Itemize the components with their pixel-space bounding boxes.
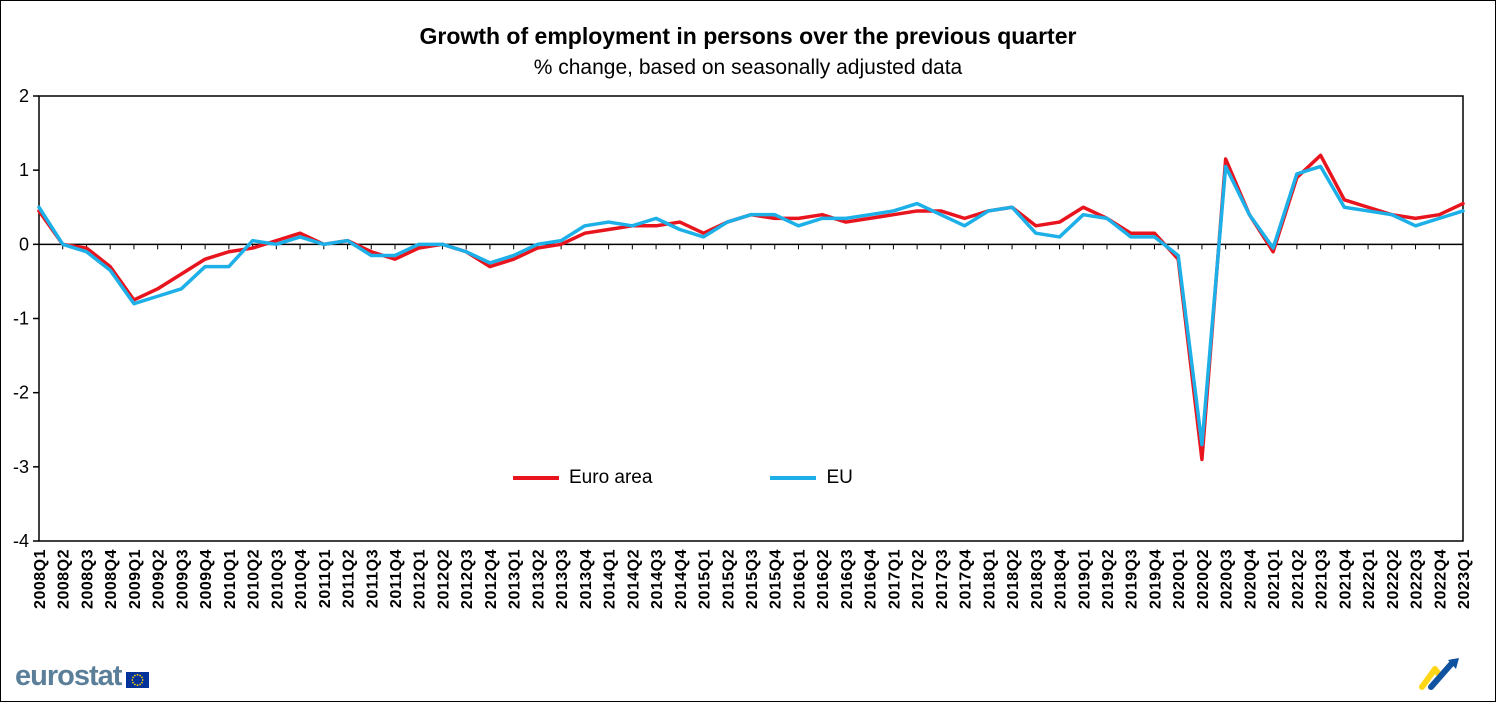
svg-text:2021Q3: 2021Q3 (1314, 549, 1331, 609)
svg-text:2021Q4: 2021Q4 (1337, 549, 1354, 609)
svg-text:2018Q4: 2018Q4 (1053, 549, 1070, 609)
svg-text:2009Q3: 2009Q3 (174, 549, 191, 609)
svg-text:2008Q4: 2008Q4 (103, 549, 120, 609)
svg-text:-3: -3 (13, 457, 29, 477)
svg-text:2017Q2: 2017Q2 (910, 549, 927, 609)
eurostat-logo: eurostat (15, 660, 150, 692)
svg-text:2011Q4: 2011Q4 (388, 549, 405, 608)
svg-text:2019Q4: 2019Q4 (1147, 549, 1164, 609)
svg-text:2008Q1: 2008Q1 (32, 549, 49, 609)
legend-label-eu: EU (826, 467, 853, 488)
svg-text:2: 2 (19, 86, 29, 106)
svg-text:2015Q4: 2015Q4 (768, 549, 785, 609)
svg-text:2010Q2: 2010Q2 (246, 549, 263, 609)
svg-text:2018Q1: 2018Q1 (981, 549, 998, 609)
svg-text:2021Q1: 2021Q1 (1266, 549, 1283, 609)
svg-text:2009Q4: 2009Q4 (198, 549, 215, 609)
svg-text:2009Q1: 2009Q1 (127, 549, 144, 609)
svg-text:2014Q3: 2014Q3 (649, 549, 666, 609)
svg-text:2008Q2: 2008Q2 (56, 549, 73, 609)
svg-text:2016Q2: 2016Q2 (815, 549, 832, 609)
svg-text:-2: -2 (13, 383, 29, 403)
legend-item-eu: EU (770, 467, 853, 489)
chart-subtitle: % change, based on seasonally adjusted d… (533, 56, 963, 79)
svg-text:2008Q3: 2008Q3 (79, 549, 96, 609)
svg-text:2020Q1: 2020Q1 (1171, 549, 1188, 609)
svg-text:2015Q1: 2015Q1 (697, 549, 714, 609)
svg-text:2010Q4: 2010Q4 (293, 549, 310, 609)
eu-flag-icon (126, 671, 150, 688)
legend: Euro area EU (513, 467, 853, 489)
svg-text:2009Q2: 2009Q2 (151, 549, 168, 609)
svg-text:2015Q3: 2015Q3 (744, 549, 761, 609)
svg-text:2018Q3: 2018Q3 (1029, 549, 1046, 609)
svg-text:2022Q1: 2022Q1 (1361, 549, 1378, 609)
svg-text:2014Q2: 2014Q2 (625, 549, 642, 609)
svg-text:2019Q2: 2019Q2 (1100, 549, 1117, 609)
svg-text:2019Q3: 2019Q3 (1124, 549, 1141, 609)
legend-item-euro-area: Euro area (513, 467, 652, 489)
svg-text:2020Q2: 2020Q2 (1195, 549, 1212, 609)
legend-label-euro-area: Euro area (569, 467, 653, 488)
euro-area-line-swatch (513, 476, 559, 480)
svg-text:-4: -4 (13, 531, 29, 551)
svg-text:2010Q3: 2010Q3 (269, 549, 286, 609)
svg-text:2012Q2: 2012Q2 (435, 549, 452, 609)
svg-text:2018Q2: 2018Q2 (1005, 549, 1022, 609)
svg-text:2014Q1: 2014Q1 (602, 549, 619, 609)
svg-text:2011Q2: 2011Q2 (341, 549, 358, 608)
svg-text:1: 1 (19, 160, 29, 180)
svg-text:2012Q1: 2012Q1 (412, 549, 429, 609)
svg-text:2012Q4: 2012Q4 (483, 549, 500, 609)
svg-text:2023Q1: 2023Q1 (1456, 549, 1473, 609)
svg-text:2020Q3: 2020Q3 (1219, 549, 1236, 609)
svg-text:2019Q1: 2019Q1 (1076, 549, 1093, 609)
svg-text:2015Q2: 2015Q2 (720, 549, 737, 609)
eurostat-arrow-icon (1419, 658, 1459, 690)
svg-text:2013Q2: 2013Q2 (530, 549, 547, 609)
svg-text:2016Q3: 2016Q3 (839, 549, 856, 609)
svg-text:2021Q2: 2021Q2 (1290, 549, 1307, 609)
eurostat-logo-text: eurostat (15, 660, 122, 692)
svg-text:2022Q4: 2022Q4 (1432, 549, 1449, 609)
svg-text:2012Q3: 2012Q3 (459, 549, 476, 609)
svg-text:-1: -1 (13, 309, 29, 329)
svg-text:2011Q1: 2011Q1 (317, 549, 334, 608)
svg-text:2010Q1: 2010Q1 (222, 549, 239, 609)
svg-text:2014Q4: 2014Q4 (673, 549, 690, 609)
svg-text:2017Q1: 2017Q1 (886, 549, 903, 609)
eu-line-swatch (770, 476, 817, 480)
svg-text:2016Q4: 2016Q4 (863, 549, 880, 609)
svg-text:2017Q4: 2017Q4 (958, 549, 975, 609)
svg-text:2011Q3: 2011Q3 (364, 549, 381, 608)
chart-title: Growth of employment in persons over the… (419, 23, 1077, 49)
svg-text:2016Q1: 2016Q1 (791, 549, 808, 609)
svg-text:0: 0 (19, 234, 29, 254)
svg-text:2022Q3: 2022Q3 (1409, 549, 1426, 609)
svg-text:2022Q2: 2022Q2 (1385, 549, 1402, 609)
svg-text:2013Q4: 2013Q4 (578, 549, 595, 609)
svg-text:2013Q1: 2013Q1 (507, 549, 524, 609)
svg-text:2020Q4: 2020Q4 (1242, 549, 1259, 609)
svg-text:2013Q3: 2013Q3 (554, 549, 571, 609)
svg-text:2017Q3: 2017Q3 (934, 549, 951, 609)
